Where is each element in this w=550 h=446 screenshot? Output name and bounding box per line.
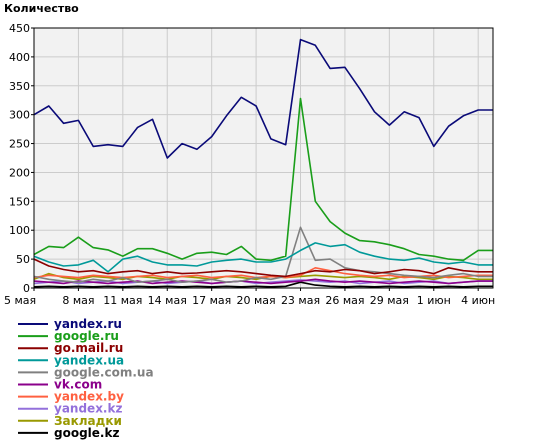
x-tick-label: 23 мая [281, 294, 320, 307]
x-tick-label: 29 мая [370, 294, 409, 307]
x-tick-label: 5 мая [4, 294, 36, 307]
series-line-4 [33, 242, 493, 273]
legend-label-1: yandex.ru [54, 317, 122, 331]
x-tick-label: 11 мая [103, 294, 142, 307]
series-line-10 [33, 281, 493, 288]
y-axis-title: Количество [4, 2, 79, 15]
plot-area [34, 28, 493, 288]
legend-label-4: yandex.ua [54, 353, 124, 367]
x-tick-label: 4 июн [461, 294, 495, 307]
x-axis: 5 мая 8 мая 11 мая 14 мая 17 мая 20 мая 23 мая… [4, 288, 495, 307]
x-tick-label: 14 мая [148, 294, 187, 307]
series-line-5 [33, 226, 493, 284]
legend-label-9: Закладки [54, 414, 122, 428]
y-tick-label: 400 [9, 51, 30, 64]
series-line-2 [33, 97, 493, 262]
y-tick-label: 350 [9, 80, 30, 93]
y-tick-label: 250 [9, 138, 30, 151]
y-tick-label: 100 [9, 224, 30, 237]
legend-label-6: vk.com [54, 378, 102, 392]
y-axis: 0 50 100 150 200 250 300 350 400 450 [9, 22, 34, 295]
x-tick-label: 20 мая [237, 294, 276, 307]
y-tick-label: 0 [23, 282, 30, 295]
y-tick-label: 300 [9, 109, 30, 122]
y-tick-label: 50 [16, 253, 30, 266]
series-line-3 [33, 258, 493, 278]
x-tick-label: 26 мая [325, 294, 364, 307]
x-tick-label: 8 мая [62, 294, 94, 307]
y-tick-label: 150 [9, 195, 30, 208]
series-line-6 [33, 278, 493, 285]
series-group [33, 38, 493, 288]
series-line-1 [33, 38, 493, 159]
legend-label-2: google.ru [54, 329, 119, 343]
legend-label-7: yandex.by [54, 390, 124, 404]
legend-label-5: google.com.ua [54, 365, 154, 379]
legend: yandex.rugoogle.rugo.mail.ruyandex.uagoo… [18, 317, 154, 440]
y-tick-label: 450 [9, 22, 30, 35]
legend-label-8: yandex.kz [54, 402, 122, 416]
x-tick-label: 17 мая [192, 294, 231, 307]
y-tick-label: 200 [9, 166, 30, 179]
x-tick-label: 1 июн [417, 294, 451, 307]
legend-label-3: go.mail.ru [54, 341, 123, 355]
legend-label-10: google.kz [54, 426, 119, 440]
plot-frame [33, 27, 494, 289]
